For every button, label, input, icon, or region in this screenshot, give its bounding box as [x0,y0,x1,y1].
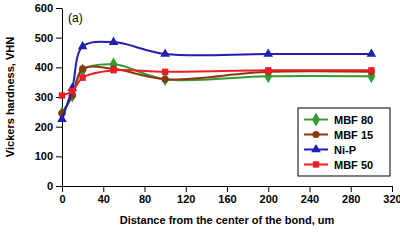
legend-label: MBF 15 [334,129,373,141]
annotation: (a) [68,11,83,25]
legend-entry: Ni-P [304,144,356,156]
x-axis: 0 40 80 120 160 200 240 280 320 [59,186,400,205]
tick-mark [310,186,311,192]
tick: 40 [98,186,110,205]
legend: MBF 80 MBF 15 Ni-P MBF 50 [298,108,390,176]
tick-mark [56,38,62,39]
tick-label: 280 [342,193,360,205]
legend-box [298,108,390,176]
x-axis-title: Distance from the center of the bond, um [120,214,335,226]
legend-marker [311,144,321,152]
marker [69,88,75,94]
tick: 240 [301,186,319,205]
tick: 100 [35,150,62,162]
marker [263,48,273,56]
tick-label: 240 [301,193,319,205]
marker [110,67,116,73]
legend-marker [312,113,320,127]
marker [367,48,377,56]
legend-entry: MBF 15 [304,129,373,141]
tick: 0 [59,186,65,205]
tick-mark [62,186,63,192]
legend-label: MBF 80 [334,114,373,126]
tick: 300 [35,91,62,103]
marker [160,48,170,56]
marker [57,114,67,122]
tick-mark [56,186,62,187]
tick: 200 [35,121,62,133]
legend-label: Ni-P [334,144,356,156]
tick-label: 200 [260,193,278,205]
marker [59,92,65,98]
tick-mark [351,186,352,192]
tick-mark [186,186,187,192]
tick-label: 0 [47,180,53,192]
tick: 200 [260,186,278,205]
tick: 400 [35,61,62,73]
tick: 120 [177,186,195,205]
tick-mark [56,67,62,68]
tick-label: 120 [177,193,195,205]
tick: 600 [35,2,62,14]
tick-label: 320 [383,193,400,205]
legend-marker [312,131,319,138]
legend-marker [313,161,319,167]
tick-label: 80 [139,193,151,205]
tick-label: 300 [35,91,53,103]
plot-area: 0 40 80 120 160 200 240 280 320 0 100 200 300 400 500 6… [35,2,400,205]
tick-label: 40 [98,193,110,205]
marker [79,65,86,72]
tick-mark [56,127,62,128]
tick-mark [392,186,393,192]
tick: 80 [139,186,151,205]
tick-mark [56,156,62,157]
tick-mark [145,186,146,192]
tick-label: 600 [35,2,53,14]
marker [162,69,168,75]
y-axis-title: Vickers hardness, VHN [4,37,16,157]
y-axis: 0 100 200 300 400 500 600 [35,2,63,192]
tick-label: 100 [35,150,53,162]
chart: 0 40 80 120 160 200 240 280 320 0 100 200 300 400 500 6… [0,0,400,238]
tick: 0 [47,180,62,192]
marker [78,41,88,49]
series-line [62,64,371,113]
tick-label: 400 [35,61,53,73]
tick-mark [268,186,269,192]
series-line [62,70,371,96]
marker [265,67,271,73]
tick: 280 [342,186,360,205]
tick-mark [227,186,228,192]
tick-label: 500 [35,32,53,44]
legend-entry: MBF 80 [304,113,373,127]
tick-label: 200 [35,121,53,133]
tick-label: 0 [59,193,65,205]
marker [79,75,85,81]
tick-mark [103,186,104,192]
marker [162,76,169,83]
series-line [62,66,371,113]
tick-mark [56,8,62,9]
marker [368,67,374,73]
tick-label: 160 [218,193,236,205]
tick: 500 [35,32,62,44]
legend-entry: MBF 50 [304,159,373,171]
tick: 320 [383,186,400,205]
tick: 160 [218,186,236,205]
legend-label: MBF 50 [334,159,373,171]
marker [109,37,119,45]
